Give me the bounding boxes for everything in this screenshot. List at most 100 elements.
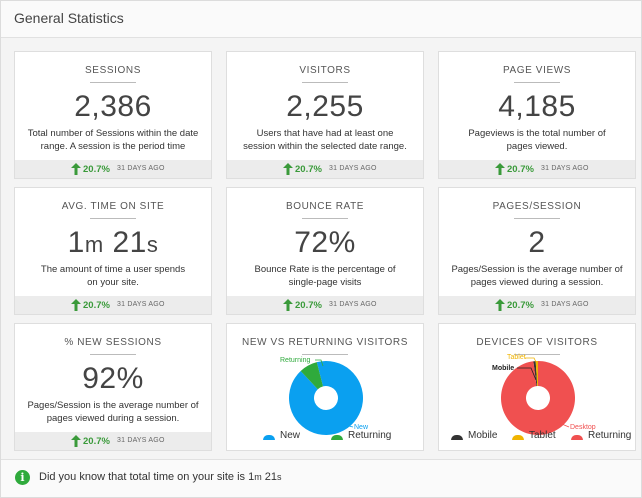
change-period: 31 DAYS AGO <box>541 165 589 172</box>
chart-title: NEW VS RETURNING VISITORS <box>242 337 408 348</box>
new-legend-swatch <box>263 435 275 440</box>
change-period: 31 DAYS AGO <box>117 301 165 308</box>
card-footer: 20.7% 31 DAYS AGO <box>15 160 211 178</box>
bounce-rate-card: BOUNCE RATE 72% Bounce Rate is the perce… <box>226 187 424 315</box>
arrow-up-icon <box>283 163 293 175</box>
title-rule <box>90 354 136 355</box>
chart-legend: Mobile Tablet Returning <box>439 430 635 444</box>
sessions-card: SESSIONS 2,386 Total number of Sessions … <box>14 51 212 179</box>
tablet-legend-swatch <box>512 435 524 440</box>
title-rule <box>90 218 136 219</box>
new-sessions-card: % NEW SESSIONS 92% Pages/Session is the … <box>14 323 212 451</box>
card-footer: 20.7% 31 DAYS AGO <box>227 160 423 178</box>
mobile-legend-swatch <box>451 435 463 440</box>
card-description: Bounce Rate is the percentage of single-p… <box>254 264 396 288</box>
pie-slice-returning <box>300 362 324 390</box>
visitors-card: VISITORS 2,255 Users that have had at le… <box>226 51 424 179</box>
change-percent: 20.7% <box>83 164 110 175</box>
change-percent: 20.7% <box>507 300 534 311</box>
card-title: VISITORS <box>299 65 351 76</box>
change-percent: 20.7% <box>83 436 110 447</box>
card-footer: 20.7% 31 DAYS AGO <box>15 296 211 314</box>
card-value: 92% <box>82 362 144 395</box>
card-description: Total number of Sessions within the date… <box>27 128 199 152</box>
info-text: Did you know that total time on your sit… <box>39 471 282 483</box>
returning-legend-swatch <box>331 435 343 440</box>
change-percent: 20.7% <box>83 300 110 311</box>
slice-label-new: New <box>354 424 369 431</box>
change-period: 31 DAYS AGO <box>541 301 589 308</box>
title-rule <box>90 82 136 83</box>
devices-pie: Tablet Mobile Desktop <box>492 354 596 435</box>
arrow-up-icon <box>71 299 81 311</box>
legend-tablet: Tablet <box>529 430 556 441</box>
card-value: 2,386 <box>74 90 152 123</box>
change-percent: 20.7% <box>295 164 322 175</box>
card-title: PAGE VIEWS <box>502 65 572 76</box>
legend-mobile: Mobile <box>468 430 498 441</box>
slice-label-tablet: Tablet <box>507 354 526 361</box>
card-description: Pageviews is the total number of pages vi… <box>468 128 606 152</box>
title-rule <box>514 354 560 355</box>
change-percent: 20.7% <box>295 300 322 311</box>
info-icon: i <box>15 470 30 485</box>
slice-label-leader <box>315 359 324 367</box>
card-footer: 20.7% 31 DAYS AGO <box>15 432 211 450</box>
slice-label-leader <box>525 357 538 365</box>
change-period: 31 DAYS AGO <box>329 301 377 308</box>
title-rule <box>302 354 348 355</box>
title-rule <box>302 218 348 219</box>
card-footer: 20.7% 31 DAYS AGO <box>227 296 423 314</box>
card-description: Pages/Session is the average number of pa… <box>451 264 623 288</box>
card-value: 72% <box>294 226 356 259</box>
slice-label-desktop: Desktop <box>570 424 596 431</box>
card-value: 2 <box>528 226 546 259</box>
pie-slice-desktop <box>501 361 575 435</box>
arrow-up-icon <box>71 435 81 447</box>
arrow-up-icon <box>283 299 293 311</box>
chart-title: DEVICES OF VISITORS <box>476 337 598 348</box>
arrow-up-icon <box>495 299 505 311</box>
slice-label-leader <box>517 367 537 381</box>
panel-header: General Statistics <box>1 1 641 38</box>
desktop-legend-swatch <box>571 435 583 440</box>
avg-time-card: AVG. TIME ON SITE 1m 21s The amount of t… <box>14 187 212 315</box>
card-footer: 20.7% 31 DAYS AGO <box>439 296 635 314</box>
change-period: 31 DAYS AGO <box>117 165 165 172</box>
card-description: Users that have had at least one session … <box>243 128 407 152</box>
chart-legend: New Returning <box>227 430 423 444</box>
card-description: Pages/Session is the average number of pa… <box>27 400 199 424</box>
card-title: PAGES/SESSION <box>492 201 582 212</box>
slice-label-leader <box>556 421 570 428</box>
panel-title: General Statistics <box>14 10 124 26</box>
title-rule <box>302 82 348 83</box>
arrow-up-icon <box>495 163 505 175</box>
card-value: 4,185 <box>498 90 576 123</box>
slice-label-returning: Returning <box>280 357 310 364</box>
change-period: 31 DAYS AGO <box>329 165 377 172</box>
card-footer: 20.7% 31 DAYS AGO <box>439 160 635 178</box>
arrow-up-icon <box>71 163 81 175</box>
card-title: SESSIONS <box>85 65 141 76</box>
card-title: BOUNCE RATE <box>285 201 365 212</box>
legend-returning: Returning <box>588 430 632 441</box>
card-value: 2,255 <box>286 90 364 123</box>
info-bar: i Did you know that total time on your s… <box>1 459 641 497</box>
card-description: The amount of time a user spends on your … <box>40 264 186 288</box>
card-title: % NEW SESSIONS <box>64 337 162 348</box>
title-rule <box>514 82 560 83</box>
new-vs-returning-pie: Returning New <box>280 357 369 435</box>
legend-new: New <box>280 430 301 441</box>
change-period: 31 DAYS AGO <box>117 437 165 444</box>
slice-label-leader <box>339 423 354 428</box>
card-title: AVG. TIME ON SITE <box>61 201 165 212</box>
page-views-card: PAGE VIEWS 4,185 Pageviews is the total … <box>438 51 636 179</box>
slice-label-mobile: Mobile <box>492 365 514 372</box>
legend-returning: Returning <box>348 430 392 441</box>
change-percent: 20.7% <box>507 164 534 175</box>
card-value: 1m 21s <box>67 226 159 259</box>
devices-card: DEVICES OF VISITORS Tablet Mobile Desktop … <box>438 323 636 451</box>
new-vs-returning-card: NEW VS RETURNING VISITORS Returning New N… <box>226 323 424 451</box>
pie-slice-tablet <box>535 361 538 387</box>
